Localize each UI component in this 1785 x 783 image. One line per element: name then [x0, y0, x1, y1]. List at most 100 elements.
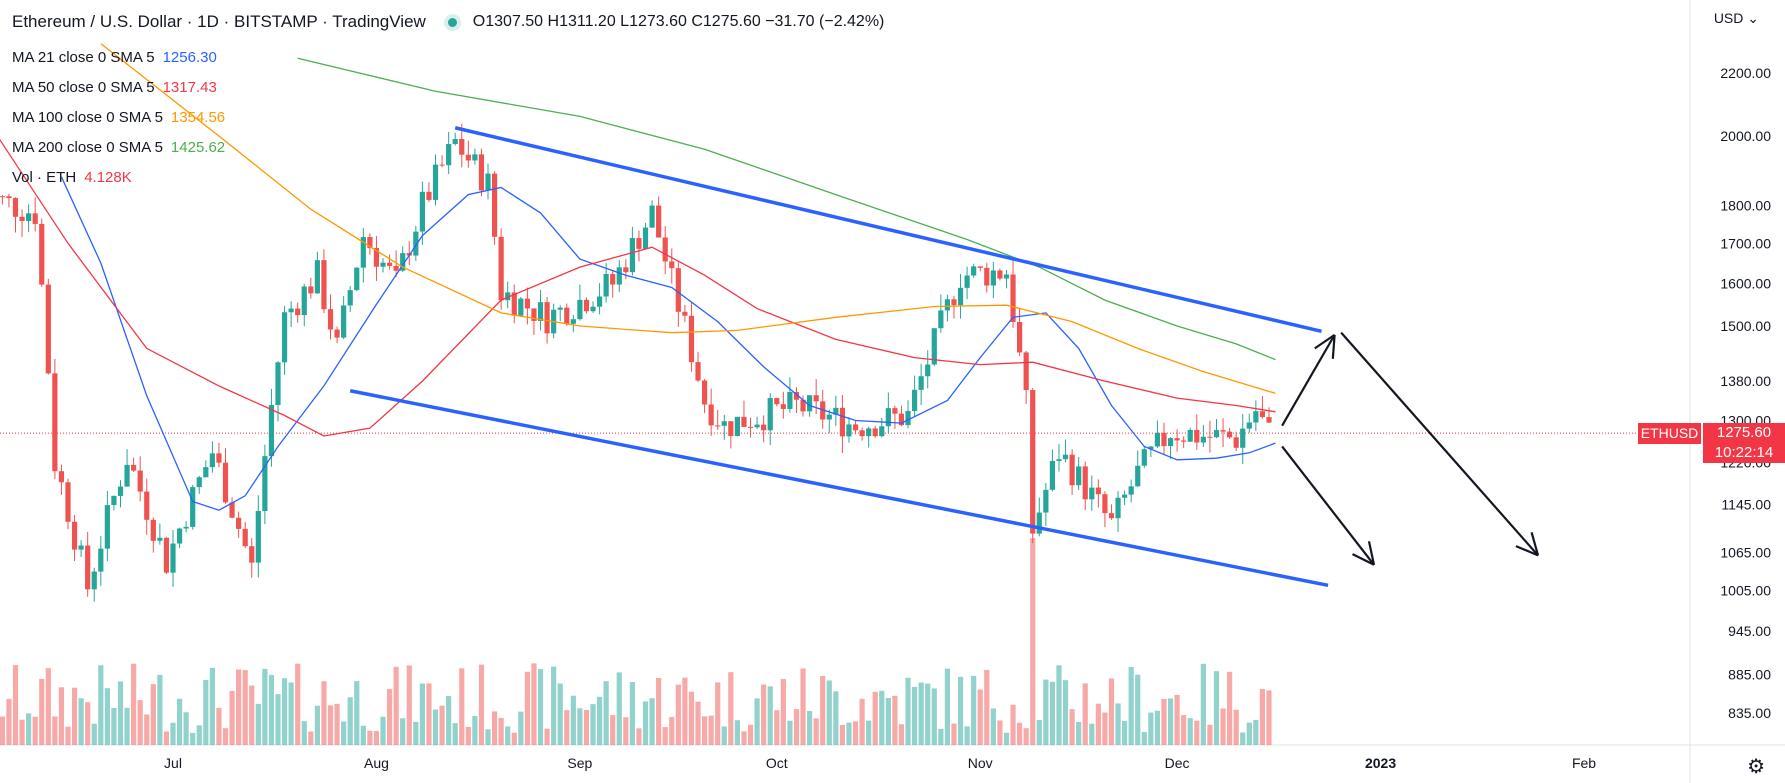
volume-bar: [583, 709, 590, 745]
volume-bar: [846, 722, 852, 745]
candle-body: [997, 270, 1003, 279]
volume-bar: [426, 683, 432, 745]
candle-body: [1108, 513, 1115, 519]
candle-body: [1122, 494, 1128, 498]
candle-body: [1253, 411, 1259, 423]
legend-volume[interactable]: Vol · ETH 4.128K: [12, 169, 132, 186]
candle-body: [761, 424, 767, 431]
volume-bar: [826, 680, 832, 745]
volume-bar: [800, 668, 806, 745]
candle-body: [426, 191, 432, 200]
candle-body: [1167, 438, 1174, 447]
time-tick-label: 2023: [1365, 755, 1396, 771]
candle-body: [413, 231, 419, 256]
volume-bar: [209, 667, 215, 745]
volume-bar: [465, 726, 471, 745]
volume-bar: [321, 681, 327, 745]
candle-body: [446, 144, 452, 166]
candle-body: [386, 262, 393, 266]
arrow-head: [1314, 333, 1336, 350]
candle-body: [1181, 440, 1187, 442]
candle-body: [918, 376, 924, 390]
price-tick-label: 1065.00: [1720, 544, 1771, 560]
volume-bar: [85, 702, 91, 745]
volume-bar: [26, 713, 32, 745]
candle-body: [616, 267, 622, 285]
gear-icon[interactable]: ⚙: [1747, 756, 1765, 778]
volume-bar: [190, 732, 196, 745]
candle-body: [957, 287, 964, 306]
candle-body: [583, 299, 590, 312]
volume-bar: [603, 681, 609, 745]
volume-bar: [642, 701, 649, 745]
legend-ma100[interactable]: MA 100 close 0 SMA 5 1354.56: [12, 109, 226, 126]
volume-bar: [1161, 698, 1167, 745]
candle-body: [793, 392, 800, 400]
volume-bar: [373, 730, 380, 745]
candle-body: [98, 548, 104, 572]
candle-body: [511, 292, 517, 316]
volume-bar: [452, 723, 458, 745]
volume-bar: [813, 718, 819, 745]
volume-bar: [761, 684, 767, 745]
candle-body: [222, 462, 229, 503]
candle-body: [478, 154, 485, 191]
moving-averages: [0, 43, 1276, 511]
legend-ma50[interactable]: MA 50 close 0 SMA 5 1317.43: [12, 79, 217, 96]
volume-bar: [472, 715, 478, 745]
arrow-head: [1331, 334, 1336, 359]
candle-body: [1089, 487, 1095, 500]
candle-body: [649, 205, 655, 228]
volume-bar: [1122, 720, 1128, 745]
volume-bar: [734, 720, 740, 745]
volume-bar: [150, 684, 156, 745]
volume-bar: [675, 684, 681, 745]
volume-bar: [957, 676, 964, 745]
candle-body: [938, 310, 944, 329]
volume-bar: [806, 710, 813, 745]
volume-bar: [1259, 689, 1266, 745]
volume-bar: [859, 698, 865, 745]
volume-bar: [688, 691, 695, 745]
volume-bar: [984, 669, 990, 745]
currency-selector[interactable]: USD ⌄: [1713, 10, 1759, 26]
volume-bar: [1043, 679, 1049, 745]
candle-body: [964, 275, 970, 288]
candle-body: [183, 526, 189, 529]
volume-bar: [39, 678, 45, 745]
candle-body: [32, 213, 38, 224]
price-tick-label: 2000.00: [1720, 128, 1771, 144]
candle-body: [537, 302, 544, 321]
symbol-title[interactable]: Ethereum / U.S. Dollar · 1D · BITSTAMP ·…: [12, 12, 426, 31]
time-axis: Jul Aug Sep Oct Nov Dec 2023 Feb: [164, 755, 1596, 771]
legend-ma200[interactable]: MA 200 close 0 SMA 5 1425.62: [12, 139, 226, 156]
volume-bar: [117, 681, 124, 745]
last-price-label: 1275.60 10:22:14: [1703, 423, 1785, 463]
candle-body: [977, 266, 983, 268]
candle-body: [846, 424, 852, 437]
candle-body: [754, 424, 760, 428]
volume-bar: [557, 683, 563, 745]
candle-body: [688, 315, 695, 363]
candle-body: [800, 399, 806, 412]
candle-body: [1135, 465, 1141, 487]
candle-body: [741, 416, 747, 427]
candle-body: [695, 362, 701, 381]
volume-bars: [0, 538, 1272, 745]
candle-body: [656, 205, 662, 238]
volume-bar: [1200, 663, 1206, 745]
candle-body: [150, 519, 156, 541]
chart-header: Ethereum / U.S. Dollar · 1D · BITSTAMP ·…: [12, 12, 884, 32]
candle-body: [721, 421, 727, 426]
volume-bar: [1128, 666, 1134, 745]
volume-bar: [281, 678, 288, 745]
candle-body: [984, 267, 990, 286]
volume-bar: [695, 701, 701, 745]
candle-body: [787, 392, 793, 409]
candle-body: [610, 274, 616, 285]
price-tick-label: 945.00: [1728, 623, 1771, 639]
legend-ma21[interactable]: MA 21 close 0 SMA 5 1256.30: [12, 49, 217, 66]
candle-body: [596, 296, 603, 307]
candle-body: [701, 380, 708, 405]
